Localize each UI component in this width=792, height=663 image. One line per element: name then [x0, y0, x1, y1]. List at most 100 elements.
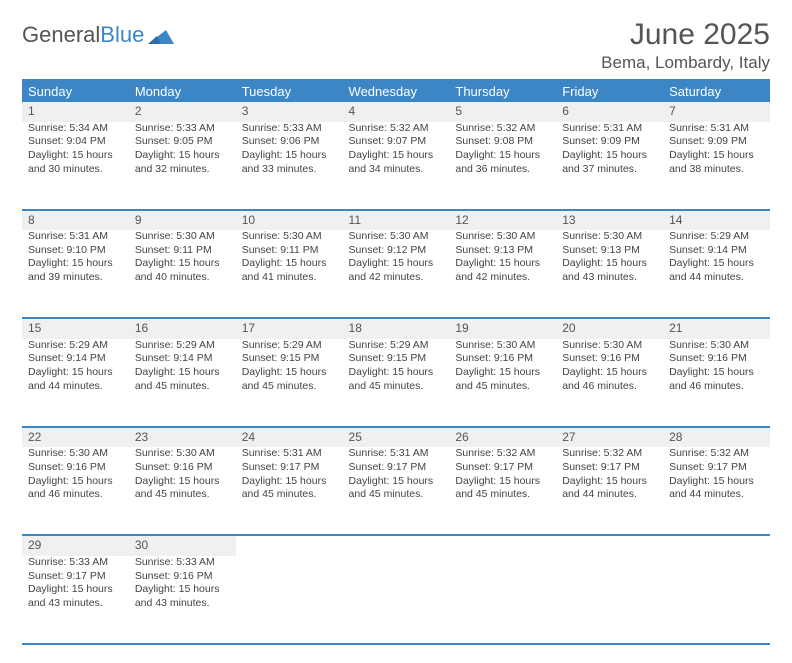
sunset-line: Sunset: 9:17 PM — [562, 461, 657, 475]
sunrise-line: Sunrise: 5:30 AM — [562, 230, 657, 244]
day-cell — [663, 556, 770, 644]
sunset-line: Sunset: 9:17 PM — [28, 570, 123, 584]
day-cell: Sunrise: 5:29 AMSunset: 9:14 PMDaylight:… — [22, 339, 129, 427]
day-content-row: Sunrise: 5:29 AM Sunset: 9:14 PM Daylight:… — [22, 339, 770, 427]
sunset-line: Sunset: 9:17 PM — [455, 461, 550, 475]
sunset-line: Sunset: 9:09 PM — [669, 135, 764, 149]
day-cell — [556, 556, 663, 644]
sunrise-line: Sunrise: 5:31 AM — [242, 447, 337, 461]
sunrise-line: Sunrise: 5:30 AM — [349, 230, 444, 244]
day-number-cell: 7 — [663, 102, 770, 122]
sunrise-line: Sunrise: 5:29 AM — [669, 230, 764, 244]
daylight-line: Daylight: 15 hours and 46 minutes. — [669, 366, 764, 393]
daylight-line: Daylight: 15 hours and 45 minutes. — [242, 475, 337, 502]
sunset-line: Sunset: 9:15 PM — [349, 352, 444, 366]
weekday-header-row: Sunday Monday Tuesday Wednesday Thursday… — [22, 80, 770, 102]
day-number-cell: 9 — [129, 210, 236, 231]
sunrise-line: Sunrise: 5:30 AM — [135, 230, 230, 244]
day-cell: Sunrise: 5:31 AMSunset: 9:17 PMDaylight:… — [343, 447, 450, 535]
day-cell: Sunrise: 5:31 AMSunset: 9:10 PMDaylight:… — [22, 230, 129, 318]
daylight-line: Daylight: 15 hours and 46 minutes. — [562, 366, 657, 393]
day-cell: Sunrise: 5:29 AMSunset: 9:15 PMDaylight:… — [343, 339, 450, 427]
sunset-line: Sunset: 9:12 PM — [349, 244, 444, 258]
sunrise-line: Sunrise: 5:34 AM — [28, 122, 123, 136]
day-cell: Sunrise: 5:30 AMSunset: 9:12 PMDaylight:… — [343, 230, 450, 318]
sunset-line: Sunset: 9:14 PM — [135, 352, 230, 366]
daylight-line: Daylight: 15 hours and 45 minutes. — [349, 366, 444, 393]
sunrise-line: Sunrise: 5:31 AM — [28, 230, 123, 244]
sunset-line: Sunset: 9:16 PM — [562, 352, 657, 366]
day-number-cell: 24 — [236, 427, 343, 448]
sunrise-line: Sunrise: 5:30 AM — [455, 230, 550, 244]
sunset-line: Sunset: 9:16 PM — [135, 461, 230, 475]
day-number-cell: 1 — [22, 102, 129, 122]
weekday-header: Sunday — [22, 80, 129, 102]
day-number-cell: 29 — [22, 535, 129, 556]
day-number-row: 891011121314 — [22, 210, 770, 231]
sunset-line: Sunset: 9:13 PM — [455, 244, 550, 258]
day-cell: Sunrise: 5:30 AMSunset: 9:16 PMDaylight:… — [449, 339, 556, 427]
brand-word-2: Blue — [100, 22, 144, 48]
daylight-line: Daylight: 15 hours and 32 minutes. — [135, 149, 230, 176]
day-number-cell: 15 — [22, 318, 129, 339]
day-number-cell: 22 — [22, 427, 129, 448]
sunset-line: Sunset: 9:06 PM — [242, 135, 337, 149]
daylight-line: Daylight: 15 hours and 43 minutes. — [28, 583, 123, 610]
day-number-cell: 20 — [556, 318, 663, 339]
sunset-line: Sunset: 9:07 PM — [349, 135, 444, 149]
sunset-line: Sunset: 9:16 PM — [455, 352, 550, 366]
day-cell: Sunrise: 5:33 AMSunset: 9:06 PMDaylight:… — [236, 122, 343, 210]
sunrise-line: Sunrise: 5:30 AM — [28, 447, 123, 461]
day-cell: Sunrise: 5:33 AMSunset: 9:16 PMDaylight:… — [129, 556, 236, 644]
sunrise-line: Sunrise: 5:32 AM — [349, 122, 444, 136]
day-cell: Sunrise: 5:32 AMSunset: 9:17 PMDaylight:… — [556, 447, 663, 535]
page-header: GeneralBlue June 2025 Bema, Lombardy, It… — [22, 18, 770, 73]
day-number-row: 15161718192021 — [22, 318, 770, 339]
sunrise-line: Sunrise: 5:29 AM — [242, 339, 337, 353]
sunset-line: Sunset: 9:13 PM — [562, 244, 657, 258]
day-cell: Sunrise: 5:30 AMSunset: 9:11 PMDaylight:… — [236, 230, 343, 318]
day-cell: Sunrise: 5:30 AMSunset: 9:11 PMDaylight:… — [129, 230, 236, 318]
day-cell: Sunrise: 5:29 AMSunset: 9:14 PMDaylight:… — [129, 339, 236, 427]
sunset-line: Sunset: 9:04 PM — [28, 135, 123, 149]
day-number-cell: 21 — [663, 318, 770, 339]
day-cell: Sunrise: 5:30 AMSunset: 9:16 PMDaylight:… — [129, 447, 236, 535]
weekday-header: Monday — [129, 80, 236, 102]
daylight-line: Daylight: 15 hours and 40 minutes. — [135, 257, 230, 284]
sunset-line: Sunset: 9:14 PM — [669, 244, 764, 258]
weekday-header: Friday — [556, 80, 663, 102]
sunrise-line: Sunrise: 5:30 AM — [562, 339, 657, 353]
day-number-cell — [663, 535, 770, 556]
day-cell: Sunrise: 5:30 AMSunset: 9:13 PMDaylight:… — [449, 230, 556, 318]
day-number-cell: 17 — [236, 318, 343, 339]
day-cell: Sunrise: 5:30 AMSunset: 9:16 PMDaylight:… — [663, 339, 770, 427]
sunset-line: Sunset: 9:16 PM — [28, 461, 123, 475]
sunset-line: Sunset: 9:09 PM — [562, 135, 657, 149]
day-cell: Sunrise: 5:30 AMSunset: 9:13 PMDaylight:… — [556, 230, 663, 318]
daylight-line: Daylight: 15 hours and 37 minutes. — [562, 149, 657, 176]
daylight-line: Daylight: 15 hours and 42 minutes. — [455, 257, 550, 284]
sunrise-line: Sunrise: 5:31 AM — [562, 122, 657, 136]
daylight-line: Daylight: 15 hours and 45 minutes. — [135, 475, 230, 502]
daylight-line: Daylight: 15 hours and 43 minutes. — [135, 583, 230, 610]
sunrise-line: Sunrise: 5:33 AM — [28, 556, 123, 570]
daylight-line: Daylight: 15 hours and 33 minutes. — [242, 149, 337, 176]
day-number-cell: 27 — [556, 427, 663, 448]
sunrise-line: Sunrise: 5:33 AM — [242, 122, 337, 136]
day-content-row: Sunrise: 5:31 AMSunset: 9:10 PMDaylight:… — [22, 230, 770, 318]
day-cell: Sunrise: 5:29 AMSunset: 9:15 PMDaylight:… — [236, 339, 343, 427]
daylight-line: Daylight: 15 hours and 44 minutes. — [669, 475, 764, 502]
day-number-cell: 10 — [236, 210, 343, 231]
day-number-cell: 6 — [556, 102, 663, 122]
sunset-line: Sunset: 9:11 PM — [242, 244, 337, 258]
title-block: June 2025 Bema, Lombardy, Italy — [601, 18, 770, 73]
day-content-row: Sunrise: 5:30 AMSunset: 9:16 PMDaylight:… — [22, 447, 770, 535]
day-number-row: 1234567 — [22, 102, 770, 122]
day-number-cell: 13 — [556, 210, 663, 231]
brand-logo: GeneralBlue — [22, 22, 174, 48]
daylight-line: Daylight: 15 hours and 46 minutes. — [28, 475, 123, 502]
sunset-line: Sunset: 9:15 PM — [242, 352, 337, 366]
sunrise-line: Sunrise: 5:33 AM — [135, 556, 230, 570]
day-content-row: Sunrise: 5:34 AMSunset: 9:04 PM Daylight:… — [22, 122, 770, 210]
sunrise-line: Sunrise: 5:29 AM — [349, 339, 444, 353]
